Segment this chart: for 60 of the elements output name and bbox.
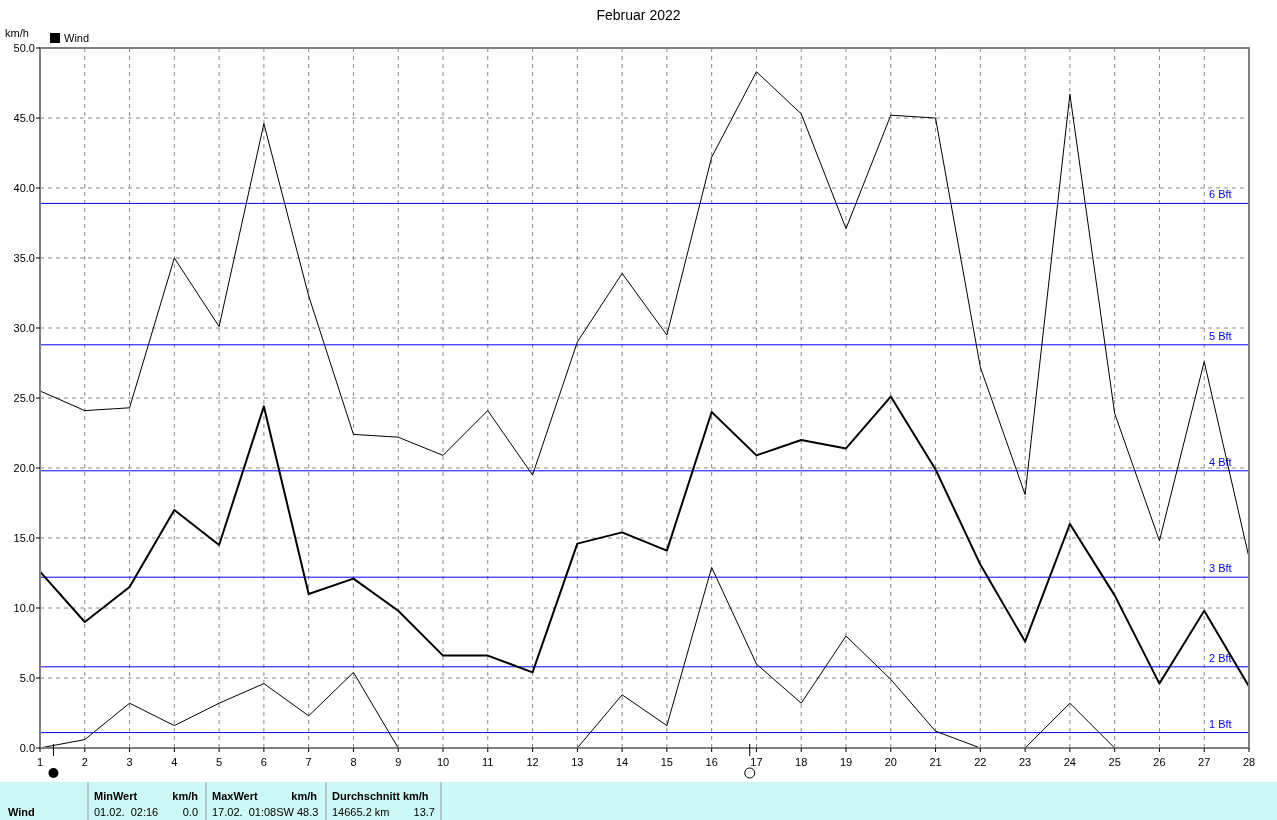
x-tick-label: 5 <box>216 756 223 768</box>
x-tick-label: 11 <box>482 756 494 768</box>
text: 13.7 <box>413 806 435 818</box>
x-tick-label: 2 <box>81 756 88 768</box>
x-tick-label: 18 <box>795 756 808 768</box>
text: Durchschnitt km/h <box>332 790 429 802</box>
x-tick-label: 16 <box>705 756 718 768</box>
x-tick-label: 12 <box>526 756 539 768</box>
x-tick-label: 7 <box>305 756 312 768</box>
x-tick-label: 13 <box>571 756 584 768</box>
y-tick-label: 5.0 <box>19 672 35 684</box>
y-tick-label: 10.0 <box>13 602 35 614</box>
ref-line-label: 4 Bft <box>1209 455 1232 468</box>
text: 14665.2 km <box>332 806 390 818</box>
y-tick-label: 35.0 <box>13 252 35 264</box>
y-tick-label: 15.0 <box>13 532 35 544</box>
x-tick-label: 25 <box>1108 756 1121 768</box>
ref-line-label: 1 Bft <box>1209 717 1232 730</box>
line-series <box>39 395 1250 688</box>
x-tick-label: 19 <box>839 756 853 768</box>
x-tick-label: 20 <box>884 756 897 768</box>
y-axis-title: km/h <box>5 27 29 39</box>
x-tick-label: 6 <box>260 756 267 768</box>
x-tick-label: 9 <box>395 756 402 768</box>
chart-title: Februar 2022 <box>596 7 681 23</box>
x-tick-label: 1 <box>36 756 44 768</box>
ref-line-label: 5 Bft <box>1209 329 1232 342</box>
text: 01.02. 02:16 <box>94 806 159 818</box>
x-tick-label: 28 <box>1242 756 1256 768</box>
y-tick-label: 0.0 <box>19 742 35 754</box>
y-tick-label: 30.0 <box>13 322 35 334</box>
ref-line-label: 6 Bft <box>1209 188 1232 201</box>
text: MinWert <box>94 790 138 802</box>
text: Wind <box>8 806 35 818</box>
x-tick-label: 14 <box>615 756 629 768</box>
ref-line-label: 2 Bft <box>1209 651 1232 664</box>
y-tick-label: 45.0 <box>13 112 35 124</box>
text: 0.0 <box>182 806 198 818</box>
x-tick-label: 26 <box>1153 756 1166 768</box>
legend-label: Wind <box>64 32 90 44</box>
x-tick-label: 17 <box>750 756 763 768</box>
x-tick-label: 4 <box>171 756 178 768</box>
y-tick-label: 50.0 <box>13 42 35 54</box>
x-tick-label: 15 <box>660 756 674 768</box>
x-tick-label: 10 <box>436 756 450 768</box>
x-tick-label: 3 <box>126 756 133 768</box>
x-tick-label: 22 <box>974 756 987 768</box>
text: MaxWert <box>212 790 258 802</box>
x-tick-label: 27 <box>1198 756 1211 768</box>
x-tick-label: 8 <box>350 756 357 768</box>
x-tick-label: 24 <box>1063 756 1077 768</box>
text: km/h <box>291 790 318 802</box>
y-tick-label: 40.0 <box>13 182 35 194</box>
x-tick-label: 21 <box>929 756 942 768</box>
y-tick-label: 20.0 <box>13 462 35 474</box>
ref-line-label: 3 Bft <box>1209 562 1232 575</box>
y-tick-label: 25.0 <box>13 392 35 404</box>
text: 17.02. 01:08SW 48.3 <box>212 806 319 818</box>
x-tick-label: 23 <box>1018 756 1032 768</box>
text: km/h <box>172 790 199 802</box>
